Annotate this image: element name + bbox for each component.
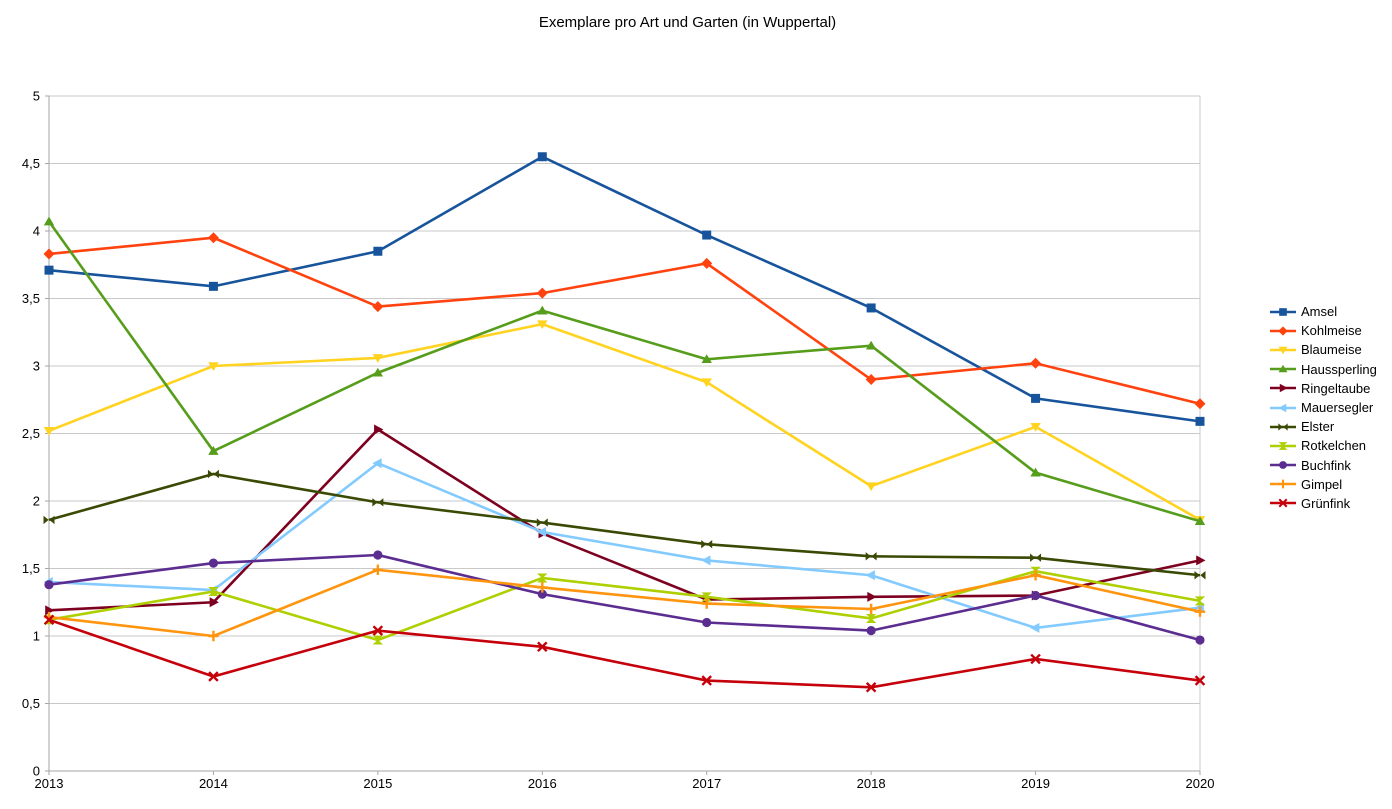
legend-item-amsel: Amsel (1270, 302, 1377, 321)
legend-item-gr-nfink: Grünfink (1270, 494, 1377, 513)
legend-item-kohlmeise: Kohlmeise (1270, 321, 1377, 340)
legend-label: Ringeltaube (1301, 380, 1371, 396)
x-tick-label: 2020 (1186, 776, 1215, 791)
chart-title: Exemplare pro Art und Garten (in Wuppert… (538, 14, 837, 31)
legend-item-buchfink: Buchfink (1270, 456, 1377, 475)
series-Amsel (44, 152, 1205, 426)
series-line (48, 155, 1201, 423)
y-tick-label: 5 (33, 89, 40, 104)
legend-item-gimpel: Gimpel (1270, 475, 1377, 494)
legend-item-ringeltaube: Ringeltaube (1270, 379, 1377, 398)
x-axis-labels: 2013 2014 2015 2016 2017 2018 2019 2020 (35, 776, 1215, 791)
x-tick-label: 2014 (199, 776, 228, 791)
legend-item-rotkelchen: Rotkelchen (1270, 436, 1377, 455)
y-tick-label: 2,5 (22, 426, 40, 441)
x-tick-label: 2016 (528, 776, 557, 791)
x-tick-label: 2017 (692, 776, 721, 791)
series-line (48, 322, 1201, 522)
series-Kohlmeise (43, 232, 1206, 410)
legend-label: Buchfink (1301, 457, 1351, 473)
legend-item-blaumeise: Blaumeise (1270, 340, 1377, 359)
legend-label: Gimpel (1301, 476, 1343, 492)
series-Haussperling (43, 216, 1206, 526)
legend-marker-icon (1270, 384, 1296, 393)
y-tick-label: 0,5 (22, 696, 40, 711)
series-Mauersegler (43, 458, 1204, 633)
legend: Amsel Kohlmeise Blaumeise Haussperling Ringe… (1270, 302, 1377, 513)
legend-marker-icon (1270, 423, 1296, 431)
series-line (48, 618, 1201, 689)
legend-item-mauersegler: Mauersegler (1270, 398, 1377, 417)
series-line (48, 427, 1201, 612)
series-line (48, 236, 1201, 406)
y-tick-label: 1 (33, 629, 40, 644)
series-Rotkelchen (43, 566, 1206, 645)
legend-label: Kohlmeise (1301, 323, 1362, 339)
series-line (48, 568, 1201, 638)
legend-item-elster: Elster (1270, 417, 1377, 436)
x-tick-label: 2015 (363, 776, 392, 791)
y-tick-label: 1,5 (22, 561, 40, 576)
series-line (48, 553, 1201, 642)
legend-label: Blaumeise (1301, 342, 1362, 358)
legend-marker-icon (1270, 307, 1296, 316)
legend-marker-icon (1270, 326, 1296, 336)
x-tick-label: 2018 (857, 776, 886, 791)
x-tick-label: 2013 (35, 776, 64, 791)
legend-label: Mauersegler (1301, 400, 1374, 416)
series-Elster (43, 469, 1206, 580)
y-tick-label: 2 (33, 494, 40, 509)
legend-marker-icon (1270, 499, 1296, 508)
legend-marker-icon (1270, 403, 1296, 412)
y-tick-label: 4,5 (22, 156, 40, 171)
legend-marker-icon (1270, 479, 1296, 489)
legend-label: Rotkelchen (1301, 438, 1367, 454)
x-tick-label: 2019 (1021, 776, 1050, 791)
legend-label: Elster (1301, 419, 1335, 435)
y-axis-labels: 0 0,5 1 1,5 2 2,5 3 3,5 4 4,5 5 (22, 89, 40, 779)
legend-marker-icon (1270, 461, 1296, 470)
series-line (48, 472, 1201, 577)
legend-marker-icon (1270, 442, 1296, 450)
series-line (48, 461, 1201, 630)
y-tick-label: 0 (33, 764, 40, 779)
y-tick-label: 4 (33, 224, 40, 239)
gridlines (49, 95, 1201, 771)
y-tick-label: 3,5 (22, 291, 40, 306)
series-Blaumeise (43, 320, 1206, 525)
legend-marker-icon (1270, 346, 1296, 355)
legend-label: Grünfink (1301, 495, 1351, 511)
series-Grünfink (43, 614, 1206, 693)
series-line (48, 569, 1201, 642)
legend-marker-icon (1270, 364, 1296, 373)
legend-label: Amsel (1301, 304, 1338, 320)
series-Buchfink (44, 550, 1205, 645)
series-line (47, 220, 1201, 523)
legend-label: Haussperling (1301, 361, 1377, 377)
y-tick-label: 3 (33, 359, 40, 374)
legend-item-haussperling: Haussperling (1270, 360, 1377, 379)
series-Gimpel (43, 564, 1206, 642)
